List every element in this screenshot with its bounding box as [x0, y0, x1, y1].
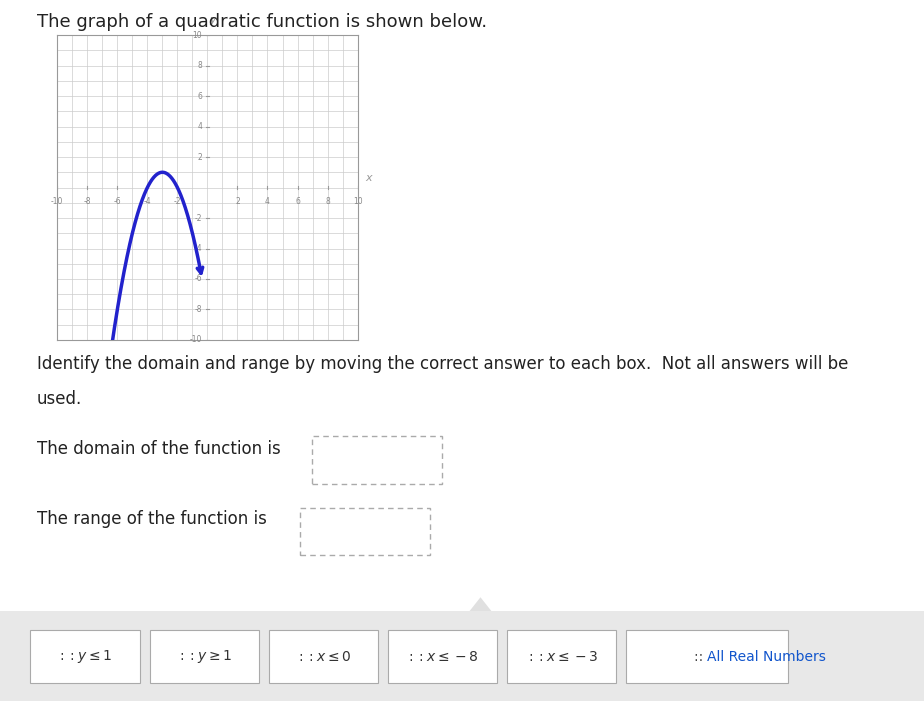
- Text: 6: 6: [198, 92, 202, 100]
- Text: 10: 10: [192, 31, 202, 39]
- Text: 6: 6: [295, 197, 300, 205]
- Text: -4: -4: [143, 197, 152, 205]
- Text: 8: 8: [325, 197, 330, 205]
- Text: -10: -10: [51, 197, 64, 205]
- Text: -8: -8: [195, 305, 202, 314]
- Text: 2: 2: [198, 153, 202, 161]
- Text: $:: \mathit{x} \leq -3$: $:: \mathit{x} \leq -3$: [526, 650, 598, 664]
- Text: -6: -6: [114, 197, 121, 205]
- Text: $:: \mathit{y} \geq 1$: $:: \mathit{y} \geq 1$: [176, 648, 232, 665]
- Text: 8: 8: [198, 61, 202, 70]
- Text: $:: \mathit{y} \leq 1$: $:: \mathit{y} \leq 1$: [57, 648, 113, 665]
- Text: y: y: [210, 15, 216, 25]
- Text: 10: 10: [353, 197, 362, 205]
- Text: x: x: [365, 173, 371, 184]
- Text: The range of the function is: The range of the function is: [37, 510, 267, 529]
- Text: All Real Numbers: All Real Numbers: [708, 650, 826, 664]
- Text: -2: -2: [195, 214, 202, 222]
- Text: Identify the domain and range by moving the correct answer to each box.  Not all: Identify the domain and range by moving …: [37, 355, 848, 373]
- Text: The graph of a quadratic function is shown below.: The graph of a quadratic function is sho…: [37, 13, 487, 31]
- Text: $:: \mathit{x} \leq -8$: $:: \mathit{x} \leq -8$: [407, 650, 479, 664]
- Text: -6: -6: [195, 275, 202, 283]
- Text: used.: used.: [37, 390, 82, 409]
- Text: 4: 4: [198, 122, 202, 131]
- Text: 4: 4: [265, 197, 270, 205]
- Text: The domain of the function is: The domain of the function is: [37, 440, 281, 458]
- Text: -2: -2: [174, 197, 181, 205]
- Text: -4: -4: [195, 244, 202, 253]
- Text: -8: -8: [83, 197, 91, 205]
- Text: $:: \mathit{x} \leq 0$: $:: \mathit{x} \leq 0$: [296, 650, 351, 664]
- Text: -10: -10: [189, 336, 202, 344]
- Text: ::: ::: [694, 650, 708, 664]
- Text: 2: 2: [235, 197, 240, 205]
